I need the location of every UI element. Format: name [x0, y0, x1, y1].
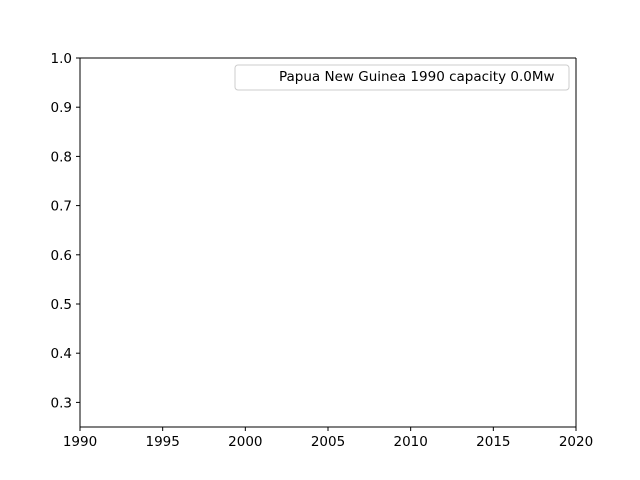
y-tick-label: 0.8 [51, 149, 72, 165]
x-tick-label: 1995 [145, 434, 179, 450]
y-tick-label: 0.6 [51, 248, 72, 264]
y-tick-label: 0.3 [51, 395, 72, 411]
x-axis: 1990 1995 2000 2005 2010 2015 2020 [63, 427, 593, 450]
y-tick-label: 1.0 [51, 51, 72, 67]
legend-frame [234, 64, 570, 91]
y-tick-label: 0.5 [51, 297, 72, 313]
x-tick-label: 2015 [476, 434, 510, 450]
plot-area [80, 58, 576, 427]
x-tick-label: 2020 [559, 434, 593, 450]
legend-entry-label: Papua New Guinea 1990 capacity 0.0Mw [279, 69, 555, 85]
x-tick-label: 2010 [393, 434, 427, 450]
x-tick-label: 1990 [63, 434, 97, 450]
x-tick-label: 2005 [311, 434, 345, 450]
x-tick-label: 2000 [228, 434, 262, 450]
y-tick-label: 0.4 [51, 346, 72, 362]
legend: Papua New Guinea 1990 capacity 0.0Mw [234, 64, 570, 91]
y-tick-label: 0.7 [51, 199, 72, 215]
y-tick-label: 0.9 [51, 100, 72, 116]
y-axis: 0.3 0.4 0.5 0.6 0.7 0.8 0.9 1.0 [51, 51, 80, 411]
